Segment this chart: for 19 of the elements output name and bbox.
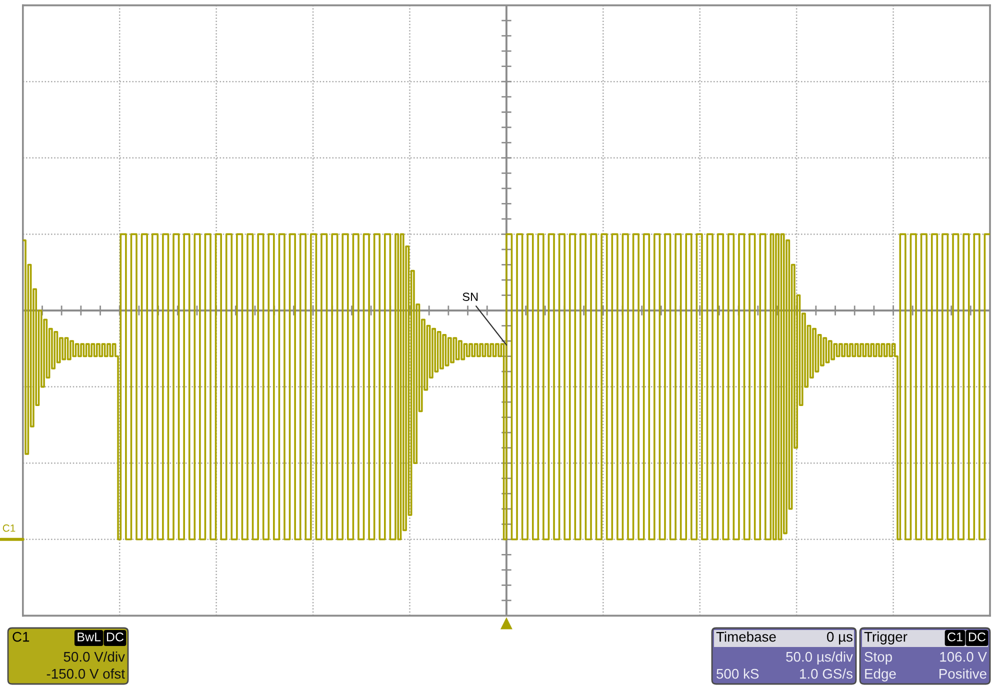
text: 0 µs [827,632,852,644]
text: DC [968,632,986,642]
text: BwL [78,632,101,642]
text: Positive [940,668,986,679]
text: 1.0 GS/s [800,668,852,679]
text: 106.0 V [940,652,987,662]
annotation: SN [462,292,478,301]
text: C1 [2,524,16,532]
text: DC [106,632,124,642]
text: Timebase [716,632,776,642]
text: Stop [864,652,892,664]
text: 50.0 V/div [64,652,125,662]
text: C1 [948,632,962,642]
text: -150.0 V ofst [46,668,125,679]
text: 500 kS [716,668,759,679]
text: Edge [865,668,896,682]
text: Trigger [864,632,908,644]
text: C1 [12,632,30,642]
text: 50.0 µs/div [786,652,853,664]
